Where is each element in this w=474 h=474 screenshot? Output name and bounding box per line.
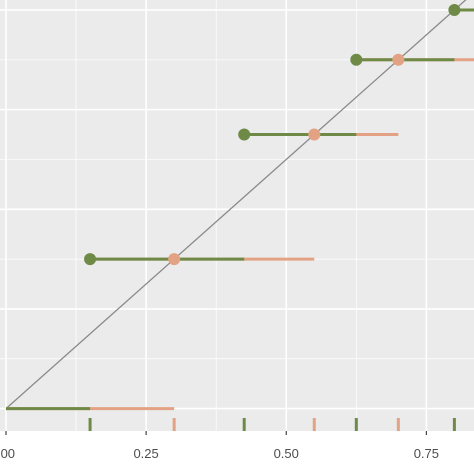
green-point	[238, 128, 251, 141]
step-series	[6, 3, 474, 411]
x-tick-label: 0.25	[133, 446, 158, 461]
green-point	[350, 53, 363, 66]
green-point	[448, 3, 461, 16]
x-tick-label: 0.50	[274, 446, 299, 461]
rug-marks	[88, 418, 456, 431]
salmon-point	[308, 128, 321, 141]
green-point	[84, 253, 97, 266]
salmon-point	[168, 253, 181, 266]
salmon-point	[392, 53, 405, 66]
x-tick-label: .00	[0, 446, 15, 461]
plot-panel	[0, 0, 474, 431]
x-axis: .00 0.25 0.50 0.75	[0, 431, 439, 461]
x-tick-label: 0.75	[414, 446, 439, 461]
grid	[0, 0, 474, 431]
